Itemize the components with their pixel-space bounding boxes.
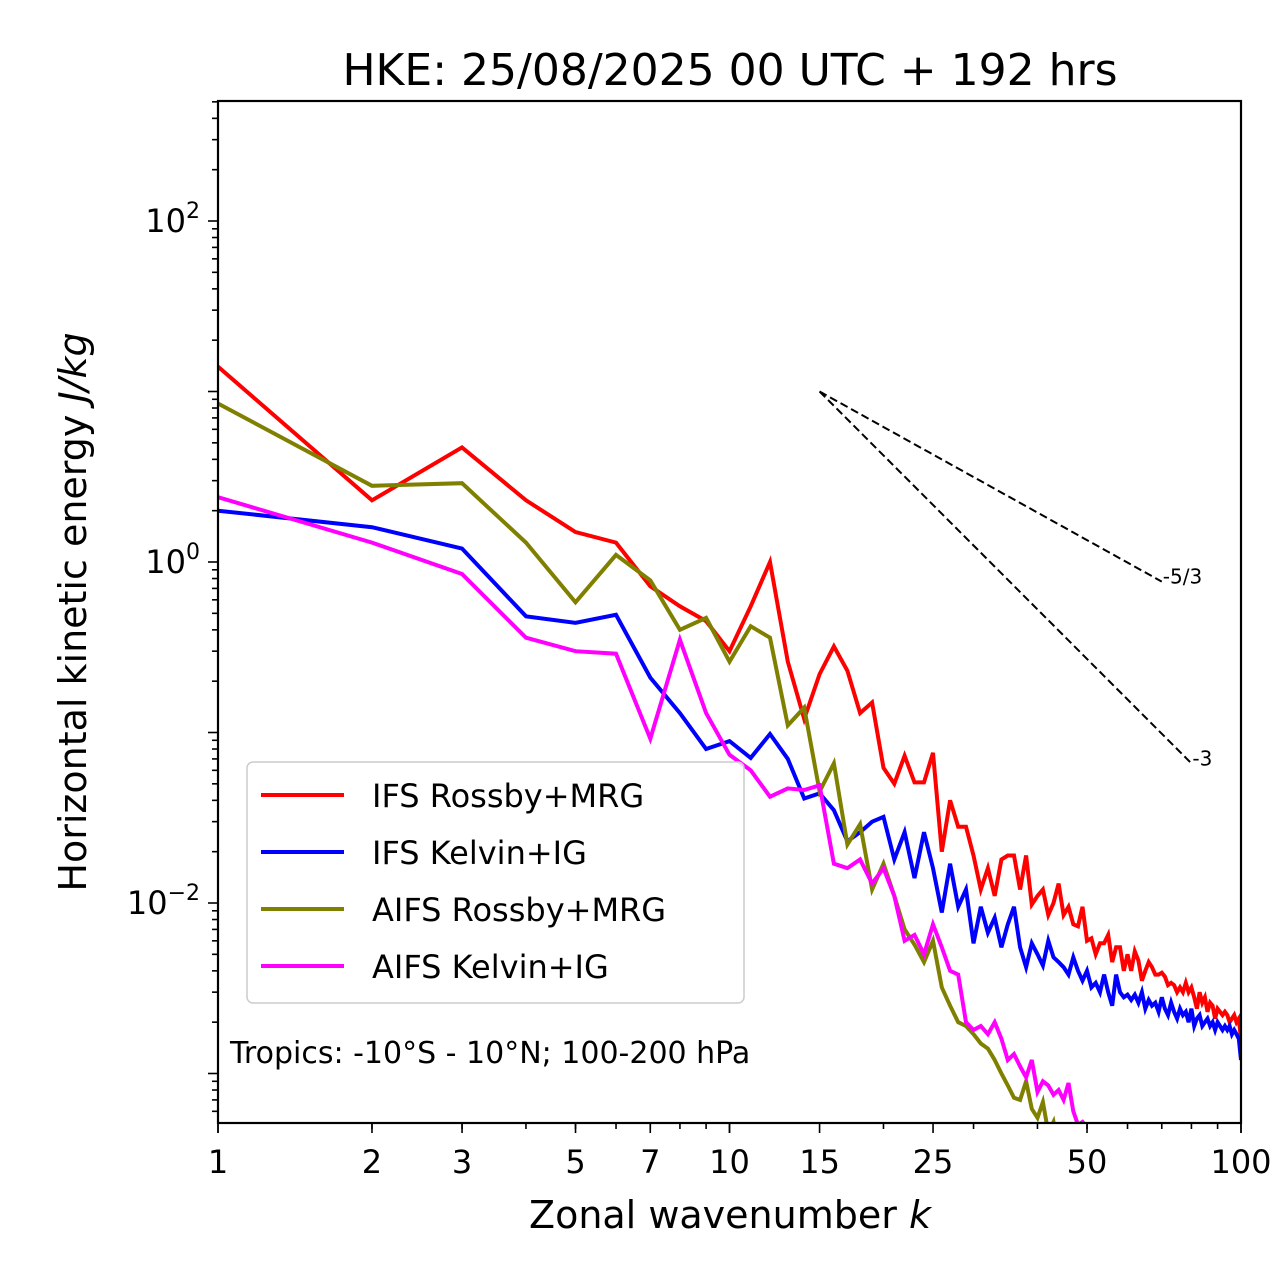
x-tick-label: 2	[362, 1143, 382, 1181]
legend-label: AIFS Rossby+MRG	[372, 891, 666, 929]
chart-title: HKE: 25/08/2025 00 UTC + 192 hrs	[342, 45, 1117, 96]
x-tick-label: 7	[640, 1143, 660, 1181]
x-tick-label: 3	[452, 1143, 472, 1181]
y-tick-label: 10−2	[127, 881, 200, 922]
reference-slopes: -5/3 -3	[818, 390, 1212, 770]
x-tick-label: 50	[1067, 1143, 1108, 1181]
x-tick-label: 1	[208, 1143, 228, 1181]
x-tick-label: 100	[1210, 1143, 1271, 1181]
y-axis: 102 100 10−2	[127, 101, 218, 1113]
series-line-aifs-kelvin-ig	[218, 495, 1086, 1123]
x-tick-label: 5	[565, 1143, 585, 1181]
x-axis: 1 2 3 5 7 10 15 25 50 100	[208, 1123, 1272, 1181]
reference-slope-line	[819, 390, 1163, 583]
series-layer	[218, 365, 1241, 1123]
x-tick-label: 10	[709, 1143, 750, 1181]
series-line-aifs-rossby-mrg	[218, 401, 1056, 1123]
y-tick-label: 100	[145, 540, 200, 581]
legend-label: AIFS Kelvin+IG	[372, 948, 609, 986]
reference-slope-label: -3	[1192, 746, 1212, 770]
region-annotation: Tropics: -10°S - 10°N; 100-200 hPa	[229, 1036, 750, 1071]
legend-label: IFS Rossby+MRG	[372, 777, 644, 815]
reference-slope-label: -5/3	[1163, 565, 1202, 589]
x-tick-label: 15	[799, 1143, 840, 1181]
x-tick-label: 25	[913, 1143, 954, 1181]
reference-slope-line	[818, 390, 1193, 765]
legend: IFS Rossby+MRG IFS Kelvin+IG AIFS Rossby+M…	[246, 761, 745, 1004]
y-axis-label: Horizontal kinetic energy J/kg	[51, 332, 95, 891]
legend-label: IFS Kelvin+IG	[372, 834, 587, 872]
y-tick-label: 102	[145, 199, 200, 240]
legend-box	[246, 761, 745, 1004]
x-axis-label: Zonal wavenumber k	[529, 1193, 933, 1237]
series-line-ifs-rossby-mrg	[218, 365, 1241, 1039]
